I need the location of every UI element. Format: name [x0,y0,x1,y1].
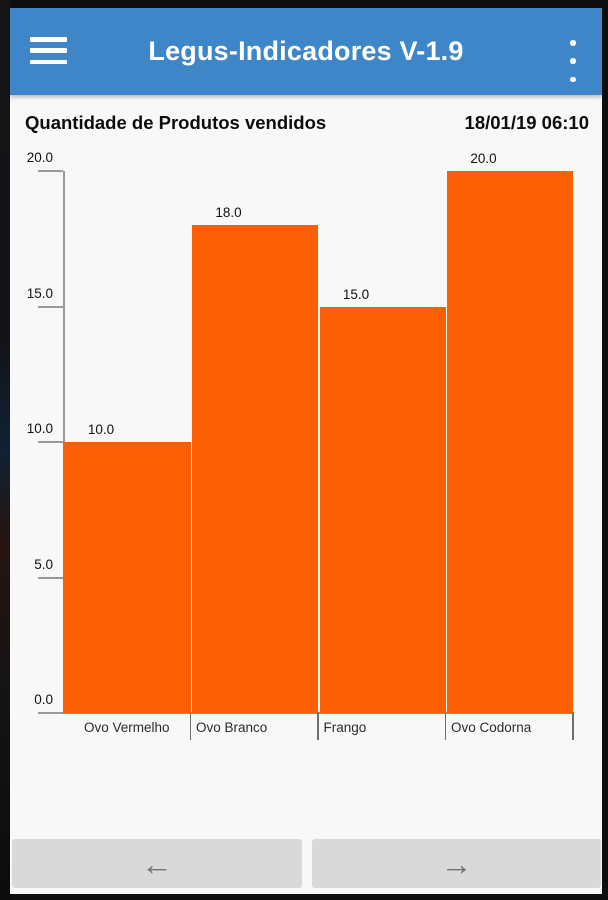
x-axis-divider [572,712,574,740]
x-category-label: Ovo Vermelho [83,720,170,735]
bar-ovo-vermelho[interactable] [63,442,191,713]
kebab-menu-icon [570,76,576,82]
bar-frango[interactable] [319,306,446,713]
hamburger-icon [30,48,67,53]
bar-value-label: 10.0 [87,422,115,437]
y-axis-tick [38,576,63,579]
chart-datetime: 18/01/19 06:10 [464,112,589,133]
bar-value-label: 18.0 [215,205,242,221]
x-axis-divider [444,712,447,740]
screen-frame-border [0,0,10,900]
x-axis-divider [189,712,192,740]
kebab-menu-icon [570,40,576,46]
hamburger-icon [30,37,67,42]
hamburger-icon [30,59,67,64]
y-axis-tick-label: 5.0 [34,556,53,572]
y-axis-tick [38,170,63,172]
chart-title: Quantidade de Produtos vendidos [25,112,327,133]
y-axis-tick-label: 20.0 [26,150,53,165]
app-window: Legus-Indicadores V-1.9 Quantidade de Pr… [10,8,602,894]
app-bar: Legus-Indicadores V-1.9 [10,8,602,95]
x-axis-divider [317,712,319,740]
next-button[interactable]: → [312,839,601,888]
bar-ovo-codorna[interactable] [447,171,573,713]
overflow-menu-button[interactable] [564,40,582,82]
app-title: Legus-Indicadores V-1.9 [148,36,464,66]
y-axis-tick [38,441,63,443]
right-arrow-icon: → [440,845,473,882]
y-axis-tick-label: 15.0 [26,285,53,301]
x-category-label: Ovo Branco [196,720,268,735]
left-arrow-icon: ← [141,845,173,882]
bar-ovo-branco[interactable] [192,225,318,713]
hamburger-menu-button[interactable] [30,37,67,64]
y-axis-tick-label: 10.0 [26,421,53,436]
bar-chart: 20.0 15.0 10.0 5.0 0.0 10.0 Ovo Vermelho 18.0 Ov… [27,151,574,740]
previous-button[interactable]: ← [12,839,302,888]
chart-header: Quantidade de Produtos vendidos 18/01/19… [25,112,589,134]
x-category-label: Frango [323,720,367,735]
y-axis-tick-label: 0.0 [34,692,53,707]
kebab-menu-icon [570,58,576,64]
bar-value-label: 15.0 [342,286,370,302]
bar-value-label: 20.0 [470,151,497,166]
x-category-label: Ovo Codorna [451,720,532,735]
y-axis-tick [38,712,63,714]
y-axis-tick [38,305,63,308]
